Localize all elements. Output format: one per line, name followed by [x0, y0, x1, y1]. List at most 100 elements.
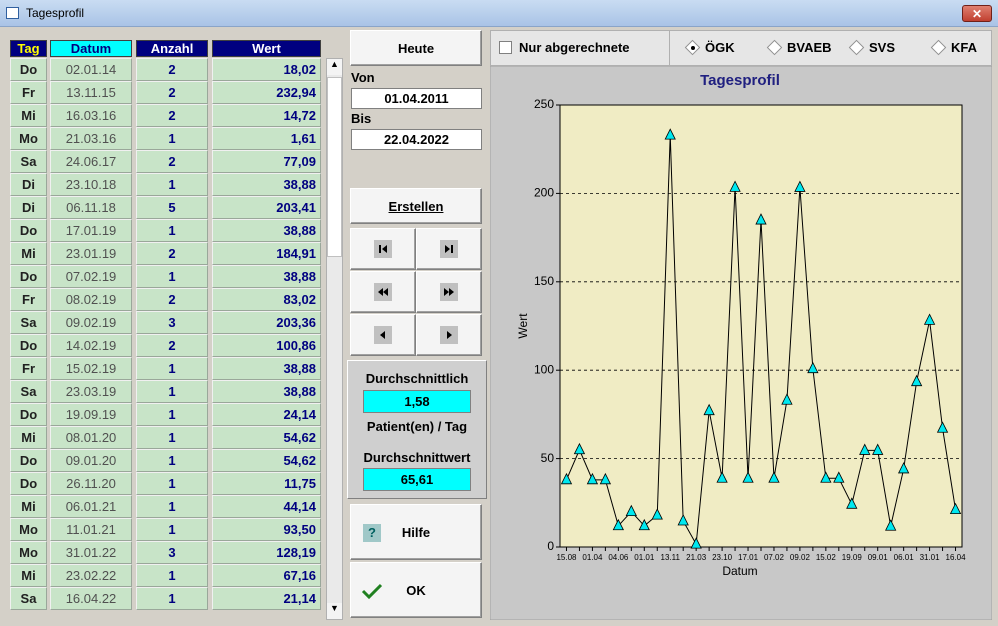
x-tick-label: 01.04 [582, 553, 603, 562]
separator [669, 31, 670, 65]
x-tick-label: 01.01 [634, 553, 655, 562]
table-cell: 2 [136, 334, 208, 357]
table-cell: 100,86 [212, 334, 321, 357]
scroll-up[interactable]: ▲ [327, 59, 342, 75]
table-cell: Mi [10, 104, 47, 127]
table-cell: 1 [136, 472, 208, 495]
data-point [664, 128, 676, 140]
table-cell: Fr [10, 81, 47, 104]
table-cell: 11.01.21 [50, 518, 132, 541]
data-point [833, 471, 845, 483]
radio-label: SVS [869, 40, 896, 55]
to-label: Bis [351, 111, 372, 126]
x-tick-label: 17.01 [738, 553, 759, 562]
table-cell: Sa [10, 150, 47, 173]
column-header[interactable]: Datum [50, 40, 132, 57]
x-tick-label: 07.02 [764, 553, 785, 562]
icon [440, 240, 458, 258]
table-cell: 54,62 [212, 449, 321, 472]
table-cell: 128,19 [212, 541, 321, 564]
table-cell: 23.01.19 [50, 242, 132, 265]
data-point [910, 374, 923, 387]
table-cell: 38,88 [212, 219, 321, 242]
help-icon: ? [363, 524, 381, 542]
to-input[interactable]: 22.04.2022 [351, 129, 482, 150]
table-cell: 67,16 [212, 564, 321, 587]
table-cell: 1 [136, 403, 208, 426]
scroll-thumb[interactable] [327, 77, 342, 257]
help-button[interactable]: ? Hilfe [350, 504, 482, 560]
x-tick-label: 09.02 [790, 553, 811, 562]
table-cell: 1,61 [212, 127, 321, 150]
table-cell: 08.02.19 [50, 288, 132, 311]
column-header[interactable]: Anzahl [136, 40, 208, 57]
close-button[interactable]: ✕ [962, 5, 992, 22]
table-cell: Di [10, 196, 47, 219]
table-cell: 11,75 [212, 472, 321, 495]
radio-button[interactable] [766, 39, 783, 56]
radio-label: KFA [951, 40, 977, 55]
data-point [936, 421, 949, 433]
data-point [755, 213, 767, 225]
table-cell: Mo [10, 541, 47, 564]
ok-button[interactable]: OK [350, 562, 482, 618]
forward-button[interactable] [416, 271, 482, 313]
table-cell: 31.01.22 [50, 541, 132, 564]
x-tick-label: 15.08 [556, 553, 577, 562]
avg-value-label: Durchschnittwert [363, 450, 471, 465]
next-button[interactable] [416, 314, 482, 356]
today-button[interactable]: Heute [350, 30, 482, 66]
from-label: Von [351, 70, 375, 85]
table-cell: 38,88 [212, 357, 321, 380]
rewind-button[interactable] [350, 271, 416, 313]
x-tick-label: 13.11 [661, 553, 681, 562]
table-cell: Do [10, 265, 47, 288]
table-cell: Sa [10, 380, 47, 403]
table-cell: 38,88 [212, 265, 321, 288]
data-point [820, 471, 832, 483]
table-cell: Mo [10, 127, 47, 150]
checkbox-label: Nur abgerechnete [519, 40, 630, 55]
table-cell: Sa [10, 311, 47, 334]
from-input[interactable]: 01.04.2011 [351, 88, 482, 109]
table-cell: 83,02 [212, 288, 321, 311]
prev-button[interactable] [350, 314, 416, 356]
table-cell: 16.03.16 [50, 104, 132, 127]
table-cell: 1 [136, 380, 208, 403]
checkbox[interactable] [499, 41, 512, 54]
data-point [560, 472, 573, 485]
last-button[interactable] [416, 228, 482, 270]
table-cell: 1 [136, 219, 208, 242]
ok-label: OK [406, 582, 426, 598]
table-cell: 23.10.18 [50, 173, 132, 196]
table-cell: 21,14 [212, 587, 321, 610]
radio-button[interactable] [930, 39, 947, 56]
column-header[interactable]: Wert [212, 40, 321, 57]
table-cell: Sa [10, 587, 47, 610]
table-cell: 3 [136, 541, 208, 564]
table-cell: Fr [10, 357, 47, 380]
data-point [651, 508, 663, 520]
create-button[interactable]: Erstellen [350, 188, 482, 224]
table-cell: Do [10, 403, 47, 426]
x-tick-label: 06.01 [894, 553, 915, 562]
scroll-down[interactable]: ▼ [327, 603, 342, 619]
table-cell: 203,36 [212, 311, 321, 334]
table-cell: Mo [10, 518, 47, 541]
data-point [690, 537, 702, 549]
column-header[interactable]: Tag [10, 40, 47, 57]
table-cell: 24.06.17 [50, 150, 132, 173]
x-tick-label: 09.01 [868, 553, 889, 562]
scrollbar[interactable]: ▲ ▼ [326, 58, 343, 620]
data-point [897, 462, 910, 474]
x-tick-label: 04.06 [608, 553, 629, 562]
window-title: Tagesprofil [26, 6, 85, 20]
table-cell: 1 [136, 127, 208, 150]
first-button[interactable] [350, 228, 416, 270]
table-cell: Fr [10, 288, 47, 311]
table-cell: 23.02.22 [50, 564, 132, 587]
radio-button[interactable] [848, 39, 865, 56]
table-cell: Di [10, 173, 47, 196]
table-cell: 44,14 [212, 495, 321, 518]
